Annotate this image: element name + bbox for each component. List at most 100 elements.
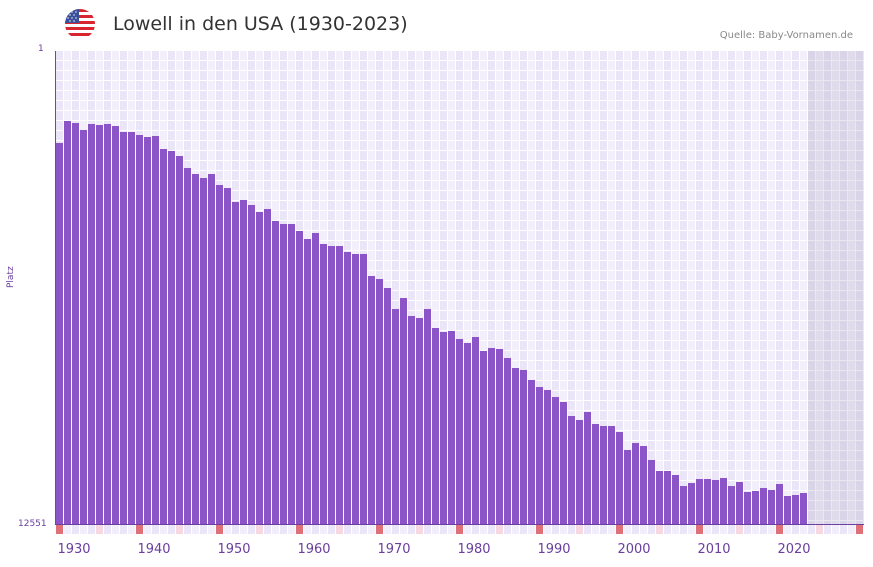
bar-1985[interactable]	[496, 349, 503, 525]
bar-1956[interactable]	[264, 209, 271, 525]
bar-1970[interactable]	[376, 279, 383, 525]
bar-1999[interactable]	[608, 426, 615, 525]
bar-2007[interactable]	[672, 475, 679, 525]
bar-2010[interactable]	[696, 479, 703, 525]
bar-2014[interactable]	[728, 486, 735, 525]
bar-2013[interactable]	[720, 478, 727, 525]
bar-1962[interactable]	[312, 233, 319, 525]
bar-1984[interactable]	[488, 348, 495, 525]
bar-1993[interactable]	[560, 402, 567, 525]
year-cell	[408, 525, 415, 534]
bar-1934[interactable]	[88, 124, 95, 525]
bar-1974[interactable]	[408, 316, 415, 525]
chart-title: Lowell in den USA (1930-2023)	[113, 13, 408, 35]
bar-1936[interactable]	[104, 124, 111, 525]
bar-1972[interactable]	[392, 309, 399, 525]
bar-1990[interactable]	[536, 387, 543, 525]
bar-2019[interactable]	[768, 490, 775, 525]
bar-2023[interactable]	[800, 493, 807, 525]
bar-2017[interactable]	[752, 491, 759, 525]
bar-1992[interactable]	[552, 397, 559, 525]
bar-1986[interactable]	[504, 358, 511, 525]
bar-1937[interactable]	[112, 126, 119, 525]
bar-1942[interactable]	[152, 136, 159, 525]
bar-2011[interactable]	[704, 479, 711, 525]
bar-1969[interactable]	[368, 276, 375, 525]
bar-2004[interactable]	[648, 460, 655, 525]
bar-1997[interactable]	[592, 424, 599, 525]
bar-1946[interactable]	[184, 168, 191, 525]
bar-1968[interactable]	[360, 254, 367, 525]
bar-1944[interactable]	[168, 151, 175, 525]
year-cell	[488, 525, 495, 534]
bar-1963[interactable]	[320, 244, 327, 525]
bar-1966[interactable]	[344, 252, 351, 525]
bar-1941[interactable]	[144, 137, 151, 525]
bar-1988[interactable]	[520, 370, 527, 525]
bar-1979[interactable]	[448, 331, 455, 525]
bar-1983[interactable]	[480, 351, 487, 525]
bar-1948[interactable]	[200, 178, 207, 525]
bar-1954[interactable]	[248, 205, 255, 525]
bar-1989[interactable]	[528, 380, 535, 525]
bar-1977[interactable]	[432, 328, 439, 525]
bar-2012[interactable]	[712, 480, 719, 525]
half-decade-marker	[336, 525, 343, 534]
bar-1982[interactable]	[472, 337, 479, 525]
bar-1980[interactable]	[456, 339, 463, 525]
bar-1947[interactable]	[192, 174, 199, 525]
bar-2009[interactable]	[688, 483, 695, 525]
year-cell	[368, 525, 375, 534]
bar-1960[interactable]	[296, 231, 303, 525]
bar-1933[interactable]	[80, 130, 87, 525]
bar-1953[interactable]	[240, 200, 247, 525]
bar-1996[interactable]	[584, 412, 591, 525]
bar-2022[interactable]	[792, 495, 799, 525]
bar-1987[interactable]	[512, 368, 519, 525]
year-cell	[512, 525, 519, 534]
bar-1973[interactable]	[400, 298, 407, 525]
bar-2005[interactable]	[656, 471, 663, 525]
bar-2020[interactable]	[776, 484, 783, 525]
bar-1949[interactable]	[208, 174, 215, 525]
bar-2000[interactable]	[616, 432, 623, 525]
bar-1932[interactable]	[72, 123, 79, 525]
bar-2016[interactable]	[744, 492, 751, 525]
bar-2008[interactable]	[680, 486, 687, 525]
bar-1998[interactable]	[600, 426, 607, 525]
bar-1976[interactable]	[424, 309, 431, 525]
bar-1978[interactable]	[440, 332, 447, 525]
bar-1981[interactable]	[464, 343, 471, 525]
bar-2006[interactable]	[664, 471, 671, 525]
bar-1943[interactable]	[160, 149, 167, 525]
bar-2003[interactable]	[640, 446, 647, 525]
bar-1975[interactable]	[416, 318, 423, 525]
bar-1945[interactable]	[176, 156, 183, 525]
bar-1950[interactable]	[216, 185, 223, 525]
bar-1957[interactable]	[272, 221, 279, 525]
bar-1951[interactable]	[224, 188, 231, 525]
bar-1935[interactable]	[96, 125, 103, 525]
bar-1964[interactable]	[328, 246, 335, 525]
bar-1958[interactable]	[280, 224, 287, 525]
bar-2001[interactable]	[624, 450, 631, 525]
bar-2015[interactable]	[736, 482, 743, 525]
bar-1967[interactable]	[352, 254, 359, 525]
bar-1955[interactable]	[256, 212, 263, 525]
bar-1965[interactable]	[336, 246, 343, 525]
bar-2018[interactable]	[760, 488, 767, 525]
bar-1961[interactable]	[304, 239, 311, 525]
bar-1971[interactable]	[384, 288, 391, 525]
bar-1952[interactable]	[232, 202, 239, 525]
bar-1940[interactable]	[136, 135, 143, 525]
bar-1994[interactable]	[568, 416, 575, 525]
bar-2002[interactable]	[632, 443, 639, 525]
bar-2021[interactable]	[784, 496, 791, 525]
bar-1931[interactable]	[64, 121, 71, 525]
bar-1938[interactable]	[120, 132, 127, 525]
bar-1995[interactable]	[576, 420, 583, 525]
bar-1939[interactable]	[128, 132, 135, 525]
bar-1991[interactable]	[544, 390, 551, 525]
bar-1959[interactable]	[288, 224, 295, 525]
bar-1930[interactable]	[56, 143, 63, 525]
